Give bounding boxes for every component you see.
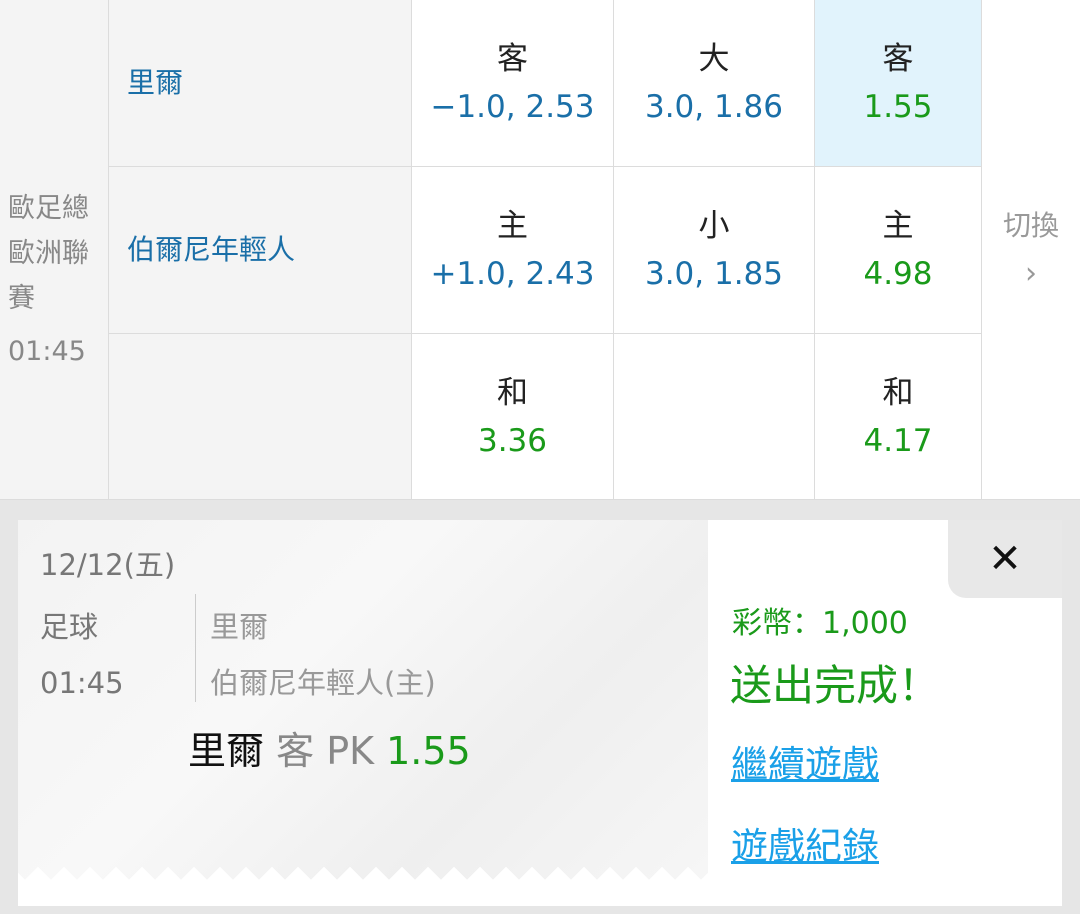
switch-label: 切換 xyxy=(1002,208,1059,242)
moneyline-home-cell[interactable]: 主 4.98 xyxy=(815,167,982,334)
league-cell: 歐足總歐洲聯賽 01:45 xyxy=(0,0,109,500)
divider xyxy=(195,594,196,702)
match-time: 01:45 xyxy=(8,335,86,367)
pick-side: 客 PK xyxy=(276,729,375,773)
handicap-draw-cell[interactable]: 和 3.36 xyxy=(412,334,614,500)
total-under-cell[interactable]: 小 3.0, 1.85 xyxy=(614,167,815,334)
label: 客 xyxy=(882,41,914,77)
away-team-name: 里爾 xyxy=(127,66,184,99)
value: 4.98 xyxy=(863,256,933,292)
label: 和 xyxy=(882,374,914,411)
odds-table: 歐足總歐洲聯賽 01:45 里爾 伯爾尼年輕人 客 −1.0, 2.53 主 +1.… xyxy=(0,0,1080,500)
history-link[interactable]: 遊戲紀錄 xyxy=(731,825,879,868)
continue-link[interactable]: 繼續遊戲 xyxy=(731,743,879,786)
label: 客 xyxy=(497,41,528,77)
home-team-name: 伯爾尼年輕人 xyxy=(127,233,296,266)
chevron-right-icon: › xyxy=(1025,255,1037,291)
total-over-cell[interactable]: 大 3.0, 1.86 xyxy=(614,0,815,167)
ticket xyxy=(18,520,708,880)
empty-cell xyxy=(614,334,815,500)
moneyline-draw-cell[interactable]: 和 4.17 xyxy=(815,334,982,500)
label: 小 xyxy=(698,208,730,244)
receipt-team2: 伯爾尼年輕人(主) xyxy=(210,666,436,700)
value: 4.17 xyxy=(863,422,933,459)
bet-receipt: 12/12(五) 足球 01:45 里爾 伯爾尼年輕人(主) 里爾 客 PK 1… xyxy=(18,520,1062,906)
value: 3.0, 1.86 xyxy=(644,89,784,125)
value: +1.0, 2.43 xyxy=(430,256,595,292)
moneyline-away-cell[interactable]: 客 1.55 xyxy=(815,0,982,167)
handicap-home-cell[interactable]: 主 +1.0, 2.43 xyxy=(412,167,614,334)
label: 主 xyxy=(497,208,528,244)
value: 1.55 xyxy=(863,89,933,125)
value: 3.0, 1.85 xyxy=(644,256,784,292)
pick-odds: 1.55 xyxy=(386,729,471,773)
receipt-team1: 里爾 xyxy=(210,610,269,644)
receipt-pick: 里爾 客 PK 1.55 xyxy=(188,720,471,775)
status-message: 送出完成！ xyxy=(730,661,941,710)
value: −1.0, 2.53 xyxy=(430,89,595,125)
label: 主 xyxy=(882,208,914,244)
switch-button[interactable]: 切換 › xyxy=(982,0,1080,500)
close-button[interactable]: ✕ xyxy=(948,520,1062,598)
handicap-away-cell[interactable]: 客 −1.0, 2.53 xyxy=(412,0,614,167)
away-team: 里爾 xyxy=(109,0,412,167)
value: 3.36 xyxy=(477,422,548,459)
receipt-time: 01:45 xyxy=(40,666,124,700)
empty-team-cell xyxy=(109,334,412,500)
receipt-date: 12/12(五) xyxy=(40,548,176,582)
label: 和 xyxy=(497,374,528,411)
close-icon: ✕ xyxy=(988,536,1022,582)
coins: 彩幣：1,000 xyxy=(732,606,908,641)
label: 大 xyxy=(698,41,730,77)
home-team: 伯爾尼年輕人 xyxy=(109,167,412,334)
pick-team: 里爾 xyxy=(188,729,265,773)
receipt-sport: 足球 xyxy=(40,610,99,644)
league-name: 歐足總歐洲聯賽 xyxy=(8,192,89,314)
